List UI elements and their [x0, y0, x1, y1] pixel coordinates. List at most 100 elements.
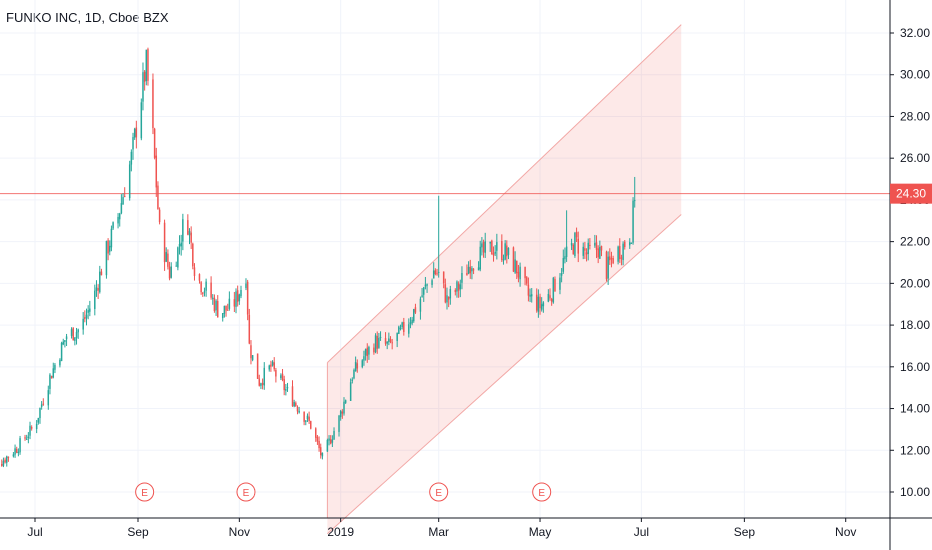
- candle-body: [349, 382, 352, 401]
- candle: [72, 327, 74, 341]
- candle-body: [17, 451, 20, 454]
- candle-body: [479, 246, 481, 270]
- candle: [193, 263, 196, 281]
- candle-body: [632, 200, 634, 243]
- earnings-marker[interactable]: E: [236, 482, 256, 502]
- candle-body: [203, 291, 206, 293]
- candle: [516, 260, 518, 280]
- candle: [157, 181, 159, 210]
- candle: [40, 401, 43, 410]
- candle-body: [24, 437, 26, 439]
- y-tick-label: 12.00: [900, 443, 930, 457]
- candle: [163, 219, 166, 271]
- candle: [388, 332, 390, 346]
- candle: [409, 317, 412, 329]
- candle: [356, 359, 359, 373]
- candle: [216, 295, 219, 318]
- candle: [525, 276, 528, 286]
- candle-body: [547, 293, 550, 302]
- candle: [562, 249, 565, 274]
- candle-body: [178, 244, 181, 247]
- candle: [501, 234, 503, 263]
- candle: [527, 277, 530, 302]
- candle: [589, 238, 591, 250]
- trend-channel-lower-line[interactable]: [327, 214, 682, 535]
- candle-body: [273, 362, 275, 370]
- candle: [250, 340, 252, 365]
- candle-body: [507, 247, 510, 255]
- candle-body: [35, 423, 38, 429]
- candle-body: [107, 240, 109, 254]
- candle-body: [120, 203, 123, 214]
- candle-body: [190, 232, 192, 243]
- candle-body: [529, 294, 531, 297]
- earnings-marker-circle: [532, 482, 552, 502]
- candle: [633, 176, 636, 208]
- candle-body: [82, 318, 84, 330]
- candle: [77, 328, 79, 339]
- candle: [524, 266, 526, 286]
- candle: [291, 380, 294, 407]
- candle: [442, 271, 445, 289]
- candle: [132, 132, 134, 160]
- candle-body: [117, 216, 119, 224]
- candle: [492, 246, 495, 262]
- candle-body: [554, 279, 556, 292]
- candle: [256, 353, 259, 380]
- candle-body: [610, 258, 613, 260]
- candle: [609, 248, 611, 265]
- candle-body: [447, 297, 450, 300]
- candle: [471, 266, 473, 280]
- candle-body: [30, 427, 33, 429]
- candle: [437, 195, 440, 278]
- candle-body: [165, 252, 167, 262]
- y-tick-label: 18.00: [900, 318, 930, 332]
- candle-body: [270, 364, 272, 367]
- candle: [155, 147, 158, 197]
- candle: [600, 245, 603, 257]
- candle: [24, 434, 26, 441]
- earnings-marker[interactable]: E: [135, 482, 155, 502]
- candle: [321, 452, 324, 460]
- candle: [411, 316, 413, 326]
- candle-body: [268, 365, 270, 370]
- candle-body: [600, 245, 603, 251]
- candle-body: [540, 304, 543, 310]
- candle-body: [361, 360, 364, 368]
- earnings-marker[interactable]: E: [429, 482, 449, 502]
- candle-body: [466, 272, 468, 276]
- candle: [109, 240, 111, 256]
- candle-body: [620, 257, 623, 259]
- candle: [15, 446, 18, 454]
- candle-body: [75, 331, 78, 338]
- candle: [100, 268, 103, 276]
- earnings-marker[interactable]: E: [532, 482, 552, 502]
- candle-body: [605, 251, 608, 280]
- candle: [595, 235, 598, 259]
- candle: [519, 262, 521, 287]
- candle: [1, 459, 3, 467]
- candle: [434, 268, 437, 276]
- candle: [550, 297, 553, 306]
- candle-body: [585, 252, 588, 255]
- candle: [283, 375, 285, 396]
- candle-body: [595, 242, 598, 250]
- candle: [403, 317, 405, 336]
- candle-body: [482, 241, 485, 253]
- candle: [469, 259, 472, 279]
- candle-body: [52, 368, 55, 378]
- candle: [333, 427, 335, 440]
- candle-body: [133, 128, 136, 138]
- candle: [547, 289, 550, 303]
- y-tick-label: 10.00: [900, 485, 930, 499]
- candle: [413, 308, 415, 323]
- candle-body: [422, 287, 425, 295]
- candle: [158, 207, 161, 225]
- candle-body: [321, 452, 324, 457]
- candle: [318, 436, 320, 452]
- candle: [575, 227, 578, 243]
- candle-body: [398, 326, 400, 334]
- candle: [140, 98, 143, 141]
